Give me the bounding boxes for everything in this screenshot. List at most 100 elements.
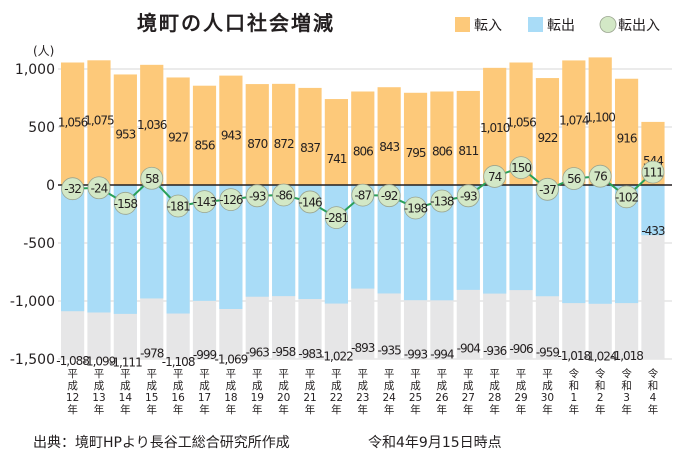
outflow-value-label: -959 xyxy=(536,345,560,359)
net-value-label: -198 xyxy=(404,201,428,215)
x-tick-label: 平 xyxy=(94,368,105,380)
x-tick-label: 年 xyxy=(542,403,553,416)
inflow-bar xyxy=(87,60,111,185)
x-tick-label: 令 xyxy=(569,367,580,380)
net-marker xyxy=(166,194,190,218)
outflow-value-label: -963 xyxy=(246,346,270,360)
y-axis-unit: (人) xyxy=(33,44,54,58)
outflow-bar xyxy=(219,185,243,310)
x-tick-label: 成 xyxy=(226,380,237,392)
net-value-label: 76 xyxy=(594,170,608,184)
x-tick-label: 成 xyxy=(146,380,157,392)
x-tick-label: 成 xyxy=(358,380,369,392)
x-tick-label: 25 xyxy=(409,392,422,404)
x-tick-label: 平 xyxy=(437,368,448,380)
outflow-bar xyxy=(192,185,217,301)
x-tick-label: 令 xyxy=(648,367,659,380)
net-marker xyxy=(193,190,216,213)
inflow-value-label: 806 xyxy=(432,145,452,159)
net-value-label: -146 xyxy=(298,195,322,209)
inflow-value-label: 922 xyxy=(537,131,557,145)
inflow-bar xyxy=(430,91,454,185)
chart-title: 境町の人口社会増減 xyxy=(137,11,335,35)
net-marker xyxy=(641,160,665,184)
inflow-bar xyxy=(219,75,243,185)
x-tick-label: 成 xyxy=(305,380,316,392)
net-marker xyxy=(536,177,559,201)
outflow-value-label: -994 xyxy=(430,348,454,362)
x-tick-label: 年 xyxy=(410,403,421,416)
inflow-bar xyxy=(403,92,428,185)
x-tick-label: 平 xyxy=(358,368,369,380)
inflow-bar xyxy=(61,62,85,186)
x-tick-label: 和 xyxy=(595,380,606,392)
outflow-bar xyxy=(324,185,348,304)
net-value-label: -281 xyxy=(325,211,349,225)
inflow-value-label: 872 xyxy=(274,137,294,151)
x-tick-label: 成 xyxy=(410,380,421,392)
outflow-value-label: -936 xyxy=(483,344,507,358)
net-marker xyxy=(324,206,348,229)
x-tick-label: 成 xyxy=(120,380,131,392)
inflow-value-label: 1,010 xyxy=(480,121,510,135)
outflow-bar xyxy=(140,185,164,299)
inflow-bar xyxy=(245,84,269,185)
outflow-value-label: -904 xyxy=(457,342,481,356)
outflow-bar xyxy=(456,185,480,290)
net-marker xyxy=(588,164,612,188)
net-marker xyxy=(562,167,586,190)
inflow-value-label: 927 xyxy=(168,130,188,144)
x-tick-label: 和 xyxy=(621,380,632,392)
inflow-value-label: 795 xyxy=(406,146,426,160)
net-value-label: 74 xyxy=(488,170,502,184)
x-tick-label: 年 xyxy=(67,403,78,416)
outflow-bar xyxy=(535,185,560,297)
net-value-label: 111 xyxy=(643,166,663,180)
inflow-bar xyxy=(509,62,533,186)
outflow-value-label: -935 xyxy=(378,344,402,358)
x-tick-label: 和 xyxy=(569,380,580,392)
outflow-bar xyxy=(166,185,190,314)
net-value-label: -37 xyxy=(539,183,556,197)
net-value-label: -102 xyxy=(615,190,639,204)
x-tick-label: 24 xyxy=(382,392,396,404)
net-marker xyxy=(298,190,322,214)
inflow-bar xyxy=(324,99,348,185)
x-tick-label: 平 xyxy=(331,368,342,380)
y-axis-ticks: 1,000 500 0 -500 -1,000 -1,500 xyxy=(10,62,55,368)
inflow-value-label: 811 xyxy=(458,144,478,158)
legend-label-outflow: 転出 xyxy=(547,18,575,34)
net-marker xyxy=(140,166,164,190)
outflow-bar xyxy=(61,185,85,312)
net-marker xyxy=(404,196,427,220)
x-tick-label: 年 xyxy=(173,403,184,416)
net-marker xyxy=(483,165,507,188)
x-tick-label: 年 xyxy=(331,403,342,416)
x-tick-label: 成 xyxy=(331,380,342,392)
x-tick-label: 13 xyxy=(92,392,105,404)
outflow-value-label: -993 xyxy=(404,348,428,362)
x-tick-label: 21 xyxy=(303,392,316,404)
x-tick-label: 18 xyxy=(224,392,237,404)
outflow-value-label: -983 xyxy=(298,347,322,361)
outflow-labels: -1,088-1,099-1,111-978-1,108-999-1,069-9… xyxy=(56,224,666,369)
x-tick-label: 平 xyxy=(199,368,210,380)
inflow-bar xyxy=(456,90,480,185)
y-tick-label: 500 xyxy=(28,120,55,136)
x-tick-label: 年 xyxy=(516,403,527,416)
net-marker xyxy=(351,183,375,207)
net-marker xyxy=(430,189,454,213)
x-tick-label: 年 xyxy=(384,403,395,416)
x-tick-label: 年 xyxy=(648,403,659,416)
as-of-date: 令和4年9月15日時点 xyxy=(368,435,502,451)
x-tick-label: 年 xyxy=(463,403,474,416)
x-tick-label: 成 xyxy=(173,380,184,392)
inflow-value-label: 1,056 xyxy=(58,116,88,130)
outflow-value-label: -1,111 xyxy=(109,355,142,369)
net-value-label: -93 xyxy=(249,189,266,203)
net-value-label: -93 xyxy=(460,189,477,203)
x-tick-label: 4 xyxy=(650,392,657,404)
net-value-label: -143 xyxy=(193,195,217,209)
